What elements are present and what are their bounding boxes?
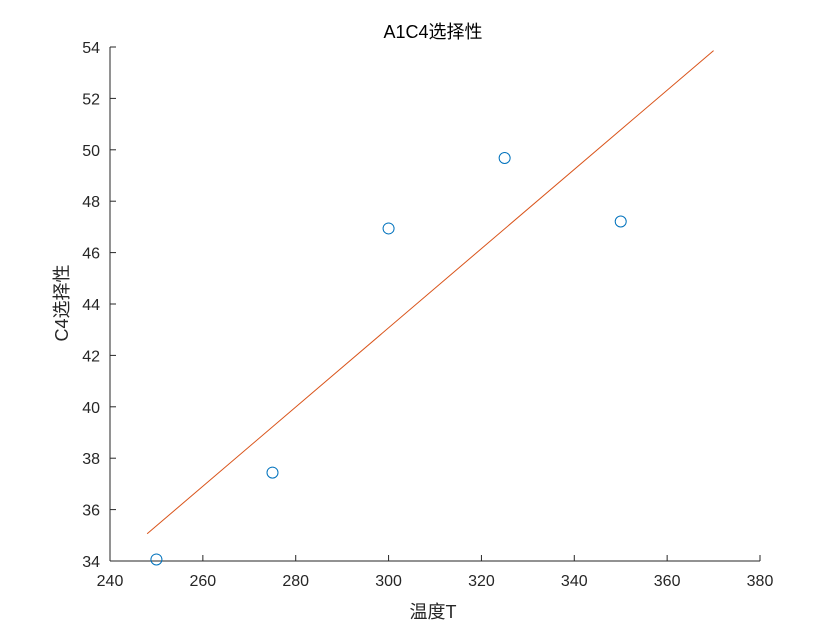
y-tick-label: 46 — [82, 246, 100, 263]
x-tick-label: 280 — [282, 573, 309, 590]
scatter-point — [266, 466, 279, 479]
scatter-point — [498, 152, 511, 165]
y-tick-label: 42 — [82, 348, 100, 365]
scatter-point — [614, 215, 627, 228]
y-axis-ticks: 34 36 38 40 42 44 46 48 50 52 54 — [82, 40, 116, 571]
scatter-point — [150, 553, 163, 566]
x-axis-ticks: 240 260 280 300 320 340 360 380 — [97, 555, 774, 590]
x-tick-label: 300 — [375, 573, 402, 590]
y-tick-label: 48 — [82, 194, 100, 211]
x-tick-label: 360 — [654, 573, 681, 590]
x-tick-label: 240 — [97, 573, 124, 590]
y-tick-label: 34 — [82, 554, 100, 571]
plot-area — [109, 47, 760, 562]
y-tick-label: 50 — [82, 143, 100, 160]
chart-title: A1C4选择性 — [383, 22, 482, 42]
x-tick-label: 380 — [747, 573, 774, 590]
x-tick-label: 260 — [190, 573, 217, 590]
fit-line — [146, 50, 714, 535]
chart-marks — [146, 50, 714, 566]
x-tick-label: 320 — [468, 573, 495, 590]
y-tick-label: 52 — [82, 91, 100, 108]
y-axis-label: C4选择性 — [52, 264, 72, 341]
x-tick-label: 340 — [561, 573, 588, 590]
y-tick-label: 38 — [82, 451, 100, 468]
y-tick-label: 40 — [82, 400, 100, 417]
x-axis-label: 温度T — [410, 602, 457, 622]
y-tick-label: 44 — [82, 297, 100, 314]
y-tick-label: 36 — [82, 503, 100, 520]
scatter-point — [382, 222, 395, 235]
y-tick-label: 54 — [82, 40, 100, 57]
